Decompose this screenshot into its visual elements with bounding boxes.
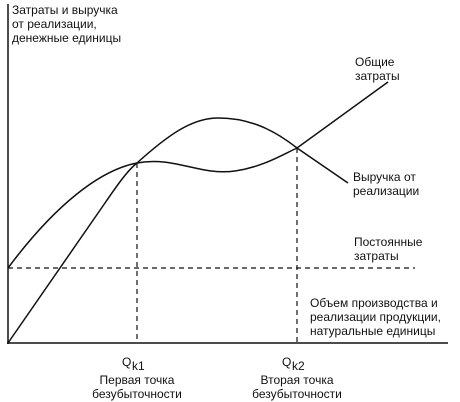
x-axis-label: натуральные единицы — [310, 324, 435, 338]
point-caption: Первая точка — [100, 373, 175, 387]
fixed-costs-label: затраты — [354, 249, 399, 263]
total-costs-label: затраты — [355, 69, 400, 83]
point-symbol: Q — [282, 355, 291, 369]
point-caption: безубыточности — [92, 387, 182, 401]
point-caption: безубыточности — [252, 387, 342, 401]
x-axis-label: реализации продукции, — [310, 310, 441, 324]
fixed-costs-label: Постоянные — [354, 235, 423, 249]
point-subscript: k2 — [292, 359, 305, 373]
revenue-label: Выручка от — [353, 170, 416, 184]
y-axis-label: Затраты и выручка — [12, 3, 118, 17]
y-axis-label: от реализации, — [12, 17, 97, 31]
revenue-curve — [7, 117, 349, 344]
y-axis-label: денежные единицы — [12, 31, 121, 45]
total-costs-label: Общие — [355, 55, 395, 69]
x-axis-label: Объем производства и — [310, 296, 438, 310]
point-caption: Вторая точка — [260, 373, 333, 387]
total-costs-curve — [7, 81, 389, 269]
point-symbol: Q — [122, 355, 131, 369]
revenue-label: реализации — [353, 184, 419, 198]
point-subscript: k1 — [132, 359, 145, 373]
